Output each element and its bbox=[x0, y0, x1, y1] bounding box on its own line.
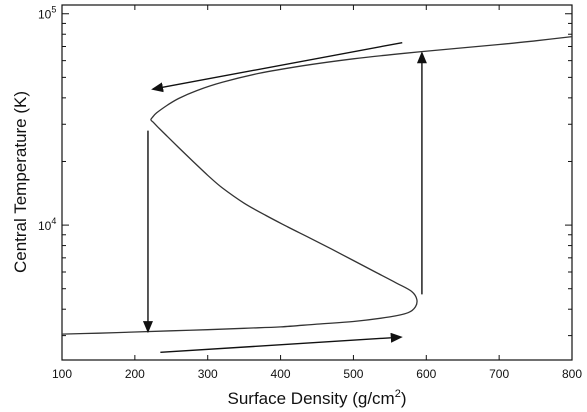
x-tick-label: 400 bbox=[271, 367, 291, 381]
x-axis-title-text: Surface Density (g/cm bbox=[227, 389, 394, 408]
axis-ticks bbox=[61, 5, 573, 360]
x-tick-label: 600 bbox=[416, 367, 436, 381]
x-tick-label: 800 bbox=[562, 367, 582, 381]
annotation-arrow bbox=[151, 41, 403, 93]
y-tick-label: 104 bbox=[38, 216, 56, 233]
annotation-arrows bbox=[142, 41, 427, 354]
x-tick-label: 100 bbox=[52, 367, 72, 381]
x-tick-label: 200 bbox=[125, 367, 145, 381]
x-tick-label: 500 bbox=[343, 367, 363, 381]
x-axis-title-sup: 2 bbox=[395, 388, 401, 400]
y-tick-label-exponent: 4 bbox=[51, 216, 56, 226]
x-axis-title-close: ) bbox=[401, 389, 407, 408]
x-axis-title: Surface Density (g/cm2) bbox=[227, 388, 406, 408]
s-curve-line bbox=[61, 35, 573, 335]
x-tick-label: 300 bbox=[198, 367, 218, 381]
plot-frame bbox=[61, 4, 573, 361]
annotation-arrow bbox=[160, 332, 403, 354]
x-tick-label: 700 bbox=[489, 367, 509, 381]
y-tick-label-base: 10 bbox=[38, 219, 52, 233]
y-tick-label: 105 bbox=[38, 5, 56, 22]
y-axis-title: Central Temperature (K) bbox=[11, 91, 30, 273]
y-tick-label-base: 10 bbox=[38, 8, 52, 22]
y-tick-label-exponent: 5 bbox=[51, 5, 56, 15]
series-layer bbox=[61, 35, 573, 335]
